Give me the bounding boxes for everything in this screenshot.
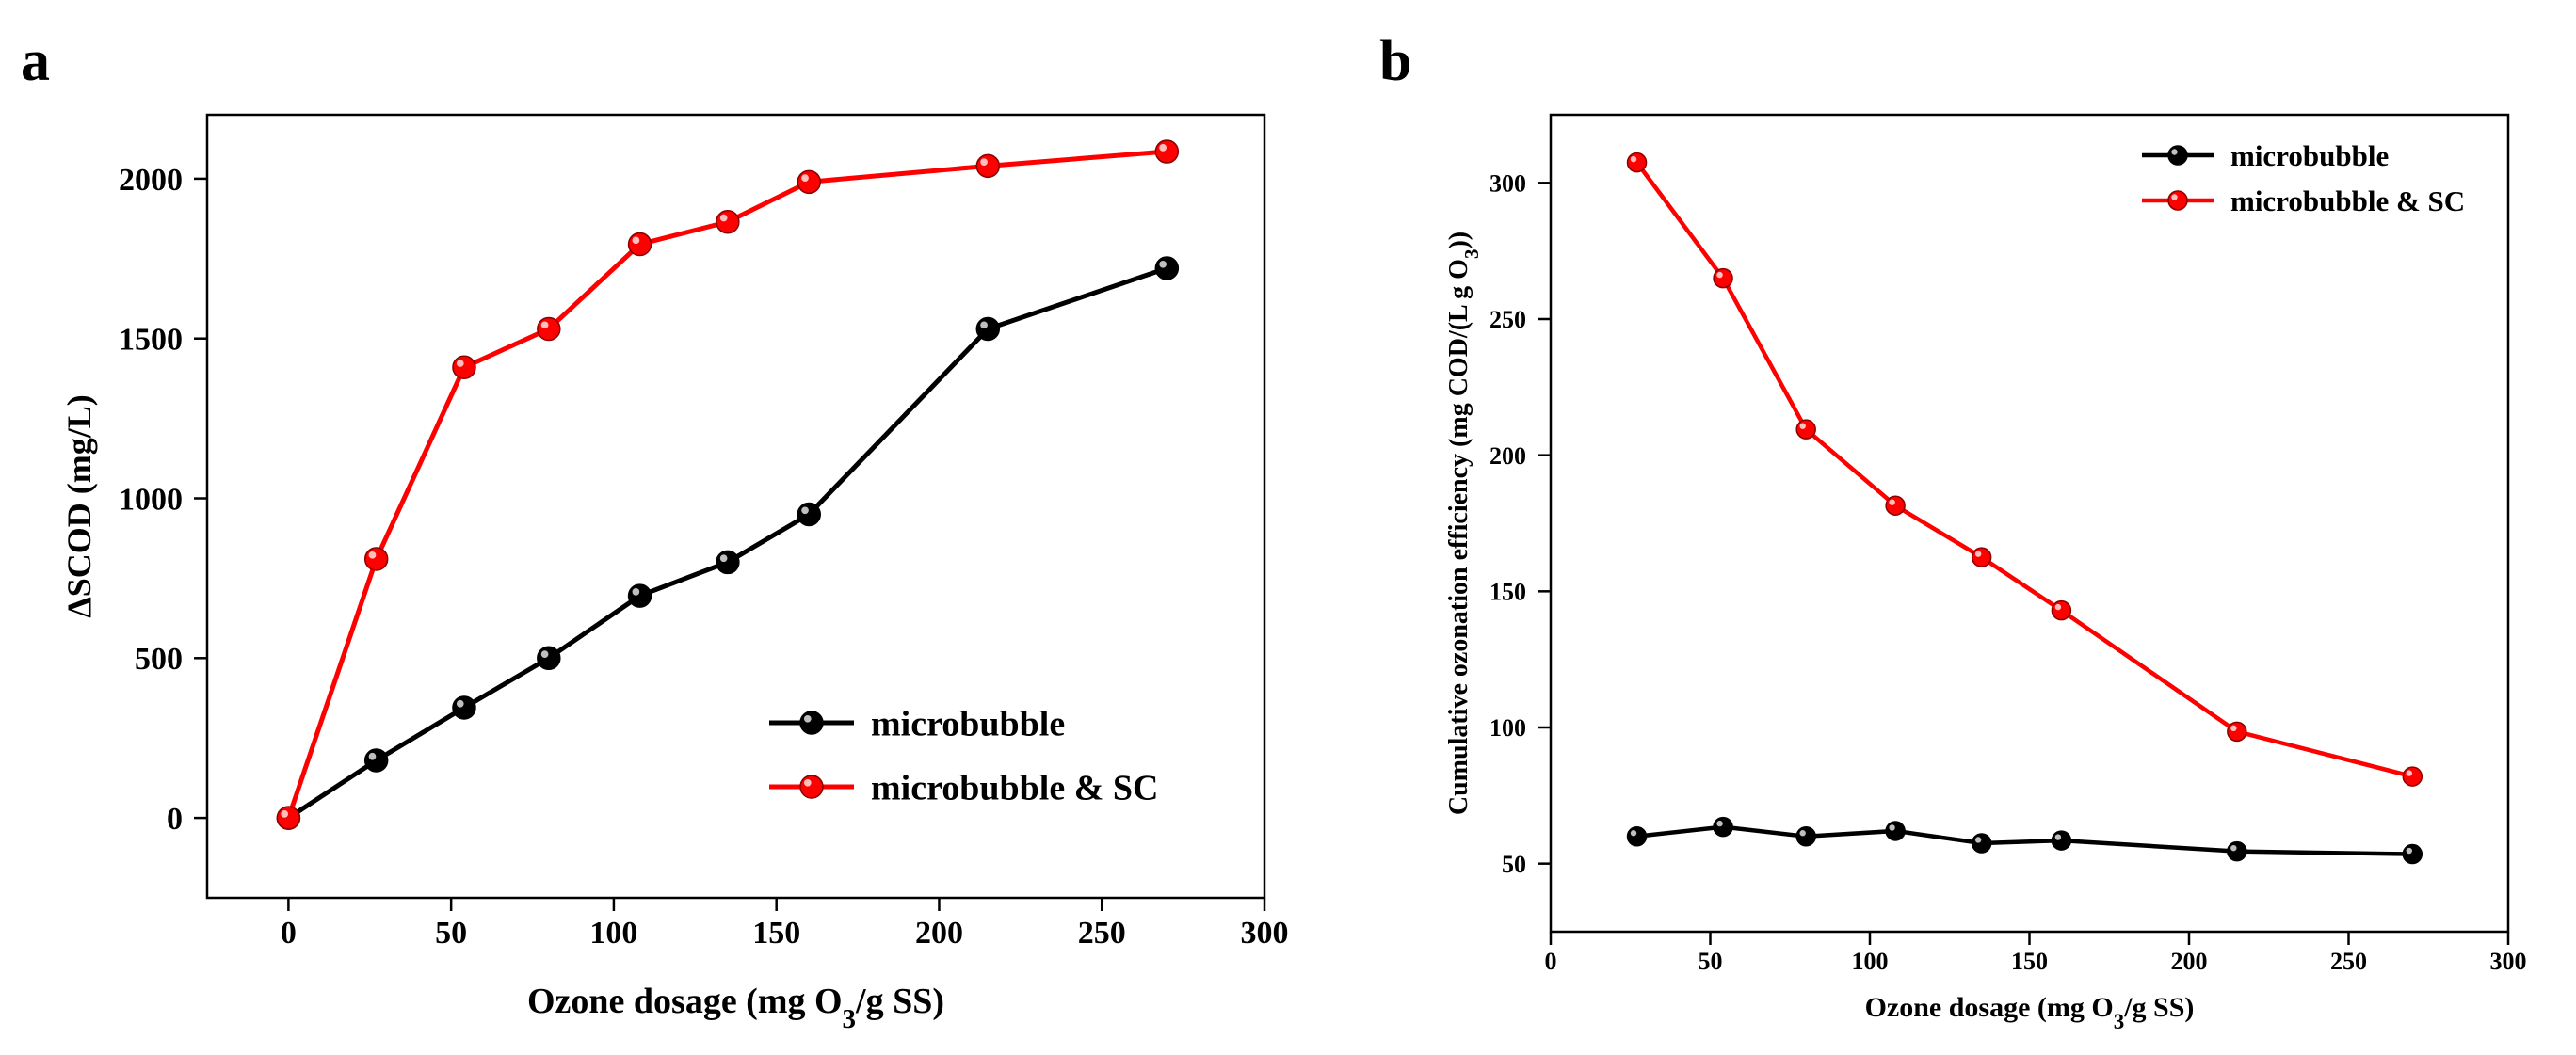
data-point (1713, 267, 1733, 289)
data-point (975, 153, 1001, 179)
data-point (1713, 816, 1733, 838)
data-point (2402, 843, 2423, 865)
panel-label-b: b (1379, 29, 1412, 93)
x-tick-label: 150 (2011, 948, 2048, 975)
x-tick-label: 100 (1852, 948, 1889, 975)
legend-label: microbubble (871, 704, 1065, 743)
series-line-microbubble-sc (1634, 161, 2413, 779)
y-tick-label: 100 (1489, 714, 1526, 742)
y-tick-label: 0 (167, 802, 183, 837)
y-tick-label: 2000 (119, 163, 183, 198)
data-point (797, 169, 821, 195)
legend-label: microbubble & SC (2230, 184, 2465, 217)
y-tick-label: 1000 (119, 482, 183, 517)
plot-frame (1549, 113, 2510, 934)
data-point (1885, 821, 1906, 841)
data-point (975, 316, 1001, 342)
data-point (1154, 139, 1180, 164)
x-axis-label: Ozone dosage (mg O3/g SS) (1865, 992, 2195, 1033)
data-point (537, 646, 561, 671)
y-axis-label: Cumulative ozonation efficiency (mg COD/… (1444, 232, 1483, 815)
x-tick-label: 100 (589, 916, 637, 951)
data-point (537, 316, 561, 342)
x-tick-label: 150 (752, 916, 800, 951)
x-tick-label: 0 (1545, 948, 1557, 975)
chart-b: 0 50 100 150 200 250 300 50 100 150 200 250 300 micro… (1444, 113, 2527, 1033)
data-point (1885, 495, 1906, 516)
x-tick-label: 50 (1699, 948, 1723, 975)
data-point (2051, 830, 2072, 851)
data-point (716, 550, 740, 575)
data-point (627, 583, 652, 608)
data-point (363, 547, 389, 571)
series-line-microbubble (1636, 824, 2413, 856)
legend-marker (2167, 190, 2188, 211)
data-point (1154, 256, 1180, 280)
legend-label: microbubble & SC (871, 768, 1158, 807)
data-point (627, 232, 652, 257)
data-point (1971, 547, 1992, 567)
legend-marker (799, 711, 824, 735)
x-tick-label: 0 (281, 916, 297, 951)
data-point (1971, 833, 1992, 854)
data-point (363, 748, 389, 773)
y-tick-label: 300 (1489, 169, 1526, 197)
legend-marker (2167, 145, 2188, 166)
data-point (797, 502, 821, 527)
x-tick-label: 250 (2330, 948, 2367, 975)
data-point (452, 355, 476, 380)
data-point (1626, 152, 1648, 173)
panel-label-a: a (21, 29, 50, 93)
x-tick-label: 250 (1078, 916, 1126, 951)
y-axis-label: ΔSCOD (mg/L) (60, 394, 98, 618)
data-point (2051, 599, 2072, 621)
data-point (2227, 840, 2247, 862)
y-tick-label: 50 (1502, 851, 1526, 878)
x-tick-label: 300 (1241, 916, 1289, 951)
x-axis-label: Ozone dosage (mg O3/g SS) (527, 982, 944, 1034)
y-tick-label: 200 (1489, 442, 1526, 470)
data-point (716, 210, 740, 234)
plot-frame (205, 113, 1266, 900)
data-point (1795, 825, 1816, 847)
y-tick-label: 150 (1489, 578, 1526, 605)
legend-marker (799, 775, 824, 799)
legend-label: microbubble (2230, 139, 2389, 172)
y-tick-label: 1500 (119, 323, 183, 358)
chart-a: 0 50 100 150 200 250 300 0 500 1000 1500 2000 microb… (60, 113, 1289, 1034)
y-tick-label: 250 (1489, 306, 1526, 333)
data-point (452, 695, 476, 720)
data-point (276, 806, 301, 830)
x-tick-label: 300 (2490, 948, 2527, 975)
data-point (1626, 825, 1648, 847)
data-point (1795, 419, 1816, 440)
x-tick-label: 200 (2171, 948, 2208, 975)
x-tick-label: 200 (915, 916, 963, 951)
y-tick-label: 500 (135, 642, 183, 677)
x-tick-label: 50 (435, 916, 467, 951)
data-point (2402, 766, 2423, 787)
data-point (2227, 721, 2247, 743)
